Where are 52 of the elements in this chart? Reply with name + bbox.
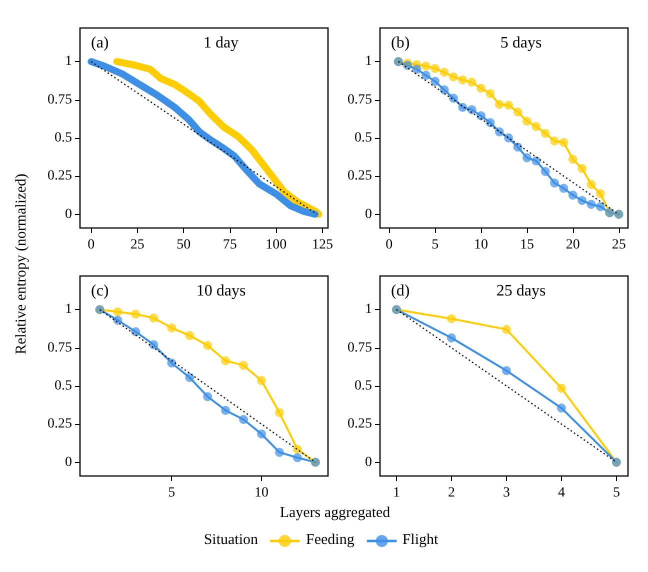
- y-tick-label: 0.5: [54, 130, 72, 146]
- y-tick-label: 0: [365, 454, 372, 470]
- y-tick-label: 0.5: [354, 378, 372, 394]
- y-tick-label: 0.75: [348, 92, 372, 108]
- y-tick-label: 0.25: [48, 168, 72, 184]
- y-tick-label: 0: [65, 454, 72, 470]
- x-tick-label: 25: [130, 238, 144, 252]
- x-tick-label: 20: [566, 238, 580, 252]
- y-tick-label: 1: [65, 54, 72, 70]
- legend-label: Flight: [402, 532, 438, 549]
- y-tick-label: 0.75: [348, 340, 372, 356]
- y-tick-label: 0.25: [348, 168, 372, 184]
- x-tick-label: 2: [448, 486, 455, 500]
- annotation: (d): [391, 282, 410, 300]
- x-tick-label: 15: [520, 238, 534, 252]
- y-tick-label: 0.25: [348, 416, 372, 432]
- y-tick-label: 0.5: [354, 130, 372, 146]
- y-tick-label: 1: [65, 302, 72, 318]
- legend-title: Situation: [204, 532, 258, 549]
- y-tick-label: 1: [365, 54, 372, 70]
- y-tick-label: 0.75: [48, 340, 72, 356]
- x-tick-label: 3: [502, 486, 510, 500]
- y-tick-label: 0.75: [48, 92, 72, 108]
- x-tick-label: 5: [612, 486, 620, 500]
- chart-title: 10 days: [196, 282, 246, 300]
- x-axis-title: Layers aggregated: [280, 505, 390, 522]
- x-tick-label: 50: [176, 238, 191, 252]
- chart-title: 1 day: [203, 34, 239, 52]
- x-tick-label: 10: [474, 238, 488, 252]
- x-tick-label: 25: [612, 238, 626, 252]
- x-tick-label: 10: [254, 486, 269, 500]
- x-tick-label: 5: [432, 238, 439, 252]
- x-tick-label: 125: [312, 238, 333, 252]
- y-tick-label: 1: [365, 302, 372, 318]
- x-tick-label: 5: [168, 486, 176, 500]
- y-tick-label: 0.25: [48, 416, 72, 432]
- chart-title: 25 days: [496, 282, 546, 300]
- y-tick-label: 0: [365, 206, 372, 222]
- annotation: (c): [91, 282, 109, 300]
- x-tick-label: 75: [222, 238, 237, 252]
- y-axis-title: Relative entropy (normalized): [14, 174, 30, 354]
- legend-label: Feeding: [306, 532, 354, 549]
- x-tick-label: 1: [392, 486, 400, 500]
- annotation: (a): [91, 34, 109, 52]
- y-tick-label: 0.5: [54, 378, 72, 394]
- annotation: (b): [391, 34, 410, 52]
- y-tick-label: 0: [65, 206, 72, 222]
- chart-title: 5 days: [500, 34, 542, 52]
- x-tick-label: 4: [558, 486, 565, 500]
- x-tick-label: 0: [386, 238, 393, 252]
- x-tick-label: 100: [266, 238, 287, 252]
- x-tick-label: 0: [88, 238, 95, 252]
